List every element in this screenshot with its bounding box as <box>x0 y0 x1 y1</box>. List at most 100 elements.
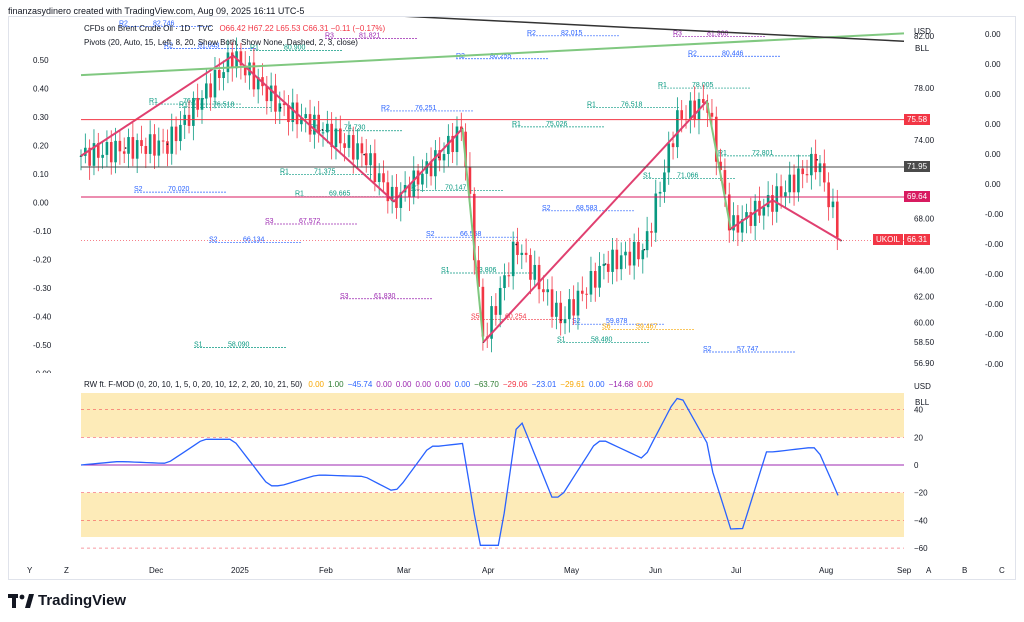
candle-body <box>637 241 640 260</box>
candle-body <box>96 143 100 158</box>
pivot-value: 71.066 <box>677 172 699 179</box>
candle-body <box>572 299 575 316</box>
osc-value: −45.74 <box>347 380 373 389</box>
price-tag: 69.64 <box>904 191 931 203</box>
price-axis-label: 64.00 <box>914 267 935 276</box>
pivot-label: S1 <box>557 336 566 343</box>
trendline-resistance <box>404 17 905 42</box>
pivot-levels: R2 82.746 R1 80.900 R2 76.251 R1 75.026 S1 71.066… <box>119 20 810 353</box>
candle-body <box>213 69 217 98</box>
candle-body <box>252 62 256 90</box>
pivot-label: R1 <box>512 121 521 128</box>
close-point <box>279 106 282 109</box>
candle-body <box>745 212 748 220</box>
time-axis-label: Jul <box>731 566 741 575</box>
left-axis-label: -0.10 <box>33 227 52 236</box>
osc-value: −14.68 <box>608 380 634 389</box>
pivot-value: 60.254 <box>505 313 527 320</box>
osc-value: −63.70 <box>474 380 499 389</box>
left-axis-label: -0.40 <box>33 313 52 322</box>
osc-value: 0.00 <box>637 380 653 389</box>
osc-axis-label: 0 <box>914 461 919 470</box>
pivot-label: S2 <box>426 231 435 238</box>
pivot-value: 68.583 <box>576 205 598 212</box>
candle-body <box>412 170 416 197</box>
osc-axis-label: 40 <box>914 406 923 415</box>
close-point <box>363 153 365 156</box>
candle-body <box>719 161 722 171</box>
osc-value: 0.00 <box>415 380 432 389</box>
candle-body <box>714 116 718 162</box>
pivot-value: 82.015 <box>561 30 583 37</box>
pivot-value: 70.147 <box>445 184 467 191</box>
candle-body <box>810 153 813 176</box>
pivot-value: 70.020 <box>168 186 190 193</box>
candle-body <box>248 62 251 76</box>
candle-body <box>490 306 493 339</box>
candle-body <box>382 173 385 183</box>
candle-body <box>127 137 130 154</box>
pivot-label: R2 <box>688 50 697 57</box>
candle-body <box>710 112 714 117</box>
pivot-label: S1 <box>441 267 450 274</box>
candle-body <box>105 142 109 155</box>
candle-body <box>356 143 359 160</box>
candle-body <box>624 251 627 256</box>
time-axis-label: May <box>564 566 579 575</box>
close-point <box>515 243 517 246</box>
candle-body <box>369 153 372 166</box>
candle-body <box>818 163 822 173</box>
unit-label: BLL <box>915 44 930 53</box>
candle-body <box>468 166 472 194</box>
candle-body <box>542 289 545 293</box>
candle-body <box>343 143 346 148</box>
pivot-label: R1 <box>587 101 596 108</box>
right-axis-label: 0.00 <box>985 60 1001 69</box>
osc-header: RW ft. F-MOD (0, 20, 10, 1, 5, 0, 20, 10… <box>84 380 653 389</box>
candle-body <box>645 231 649 251</box>
price-axis-label: 60.00 <box>914 319 935 328</box>
candle-body <box>287 105 290 123</box>
zigzag-segment <box>393 127 464 203</box>
candle-body <box>179 124 182 142</box>
candle-body <box>740 219 744 233</box>
pivot-value: 78.005 <box>692 82 714 89</box>
candle-body <box>529 254 532 280</box>
time-axis-label: C <box>999 566 1005 575</box>
pivot-label: S3 <box>340 293 349 300</box>
candle-body <box>481 286 485 337</box>
candle-body <box>619 255 623 270</box>
oscillator-pane[interactable]: Y Z Dec 2025 Feb Mar Apr May Jun Jul Aug Sep A B C 40 20… <box>9 375 1015 579</box>
pivot-label: S5 <box>471 313 480 320</box>
price-axis-label: 74.00 <box>914 136 935 145</box>
tradingview-logo[interactable]: TradingView <box>8 592 126 609</box>
osc-value: −29.06 <box>502 380 528 389</box>
candle-body <box>762 207 766 216</box>
candle-body <box>472 193 476 261</box>
left-axis-label: 0.20 <box>33 142 49 151</box>
time-axis-label: A <box>926 566 932 575</box>
symbol-tag: UKOIL <box>873 234 904 246</box>
pivot-value: 59.878 <box>606 318 628 325</box>
candle-body <box>243 65 247 76</box>
candle-body <box>593 271 597 288</box>
candle-body <box>144 146 148 154</box>
time-axis-label: Z <box>64 566 69 575</box>
candle-body <box>568 299 571 320</box>
candle-body <box>408 184 411 197</box>
candle-body <box>313 114 316 135</box>
candle-body <box>805 174 809 176</box>
zigzag-segment <box>705 100 732 230</box>
candle-body <box>386 182 390 202</box>
candle-body <box>326 123 329 133</box>
pivot-value: 59.467 <box>636 324 658 331</box>
time-axis-label: Jun <box>649 566 662 575</box>
right-axis-label: 0.00 <box>985 150 1001 159</box>
main-pane[interactable]: R2 82.746 R1 80.900 R2 76.251 R1 75.026 S1 71.066… <box>9 17 1015 373</box>
price-axis-label: 56.90 <box>914 359 935 368</box>
pivot-value: 66.134 <box>243 237 265 244</box>
osc-currency-label: USD <box>914 382 931 391</box>
tradingview-wordmark: TradingView <box>38 592 127 609</box>
price-axis-label: 68.00 <box>914 214 935 223</box>
pivot-value: 81.043 <box>198 42 220 49</box>
